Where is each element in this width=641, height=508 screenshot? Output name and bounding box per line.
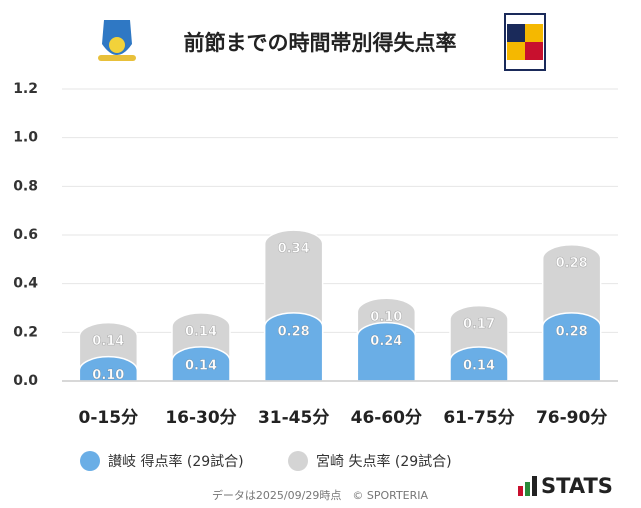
brand: STATS xyxy=(541,474,613,498)
legend-swatch xyxy=(288,451,308,471)
value-label: 0.14 xyxy=(463,358,495,373)
value-label: 0.10 xyxy=(92,368,124,383)
y-tick-label: 0.8 xyxy=(13,178,38,194)
value-label: 0.17 xyxy=(463,317,495,332)
y-tick-label: 0.2 xyxy=(13,324,38,340)
value-label: 0.28 xyxy=(556,324,588,339)
legend-swatch xyxy=(80,451,100,471)
bar xyxy=(541,312,602,382)
x-tick-label: 16-30分 xyxy=(165,408,236,428)
y-tick-label: 1.0 xyxy=(13,130,38,146)
value-label: 0.24 xyxy=(370,334,402,349)
bar xyxy=(356,321,417,382)
legend-label: 宮崎 失点率 (29試合) xyxy=(316,453,452,470)
value-label: 0.14 xyxy=(92,334,124,349)
value-label: 0.28 xyxy=(278,324,310,339)
chart-title: 前節までの時間帯別得失点率 xyxy=(184,31,457,55)
legend-label: 讃岐 得点率 (29試合) xyxy=(108,453,244,470)
value-label: 0.34 xyxy=(278,242,310,257)
value-label: 0.14 xyxy=(185,358,217,373)
value-label: 0.28 xyxy=(556,256,588,271)
x-tick-label: 46-60分 xyxy=(351,408,422,428)
bar xyxy=(78,356,139,382)
y-tick-label: 1.2 xyxy=(13,81,38,97)
footnote: データは2025/09/29時点 © SPORTERIA xyxy=(212,488,429,502)
y-tick-label: 0.0 xyxy=(13,373,38,389)
bar xyxy=(449,346,509,382)
brand-logo xyxy=(518,476,537,496)
x-tick-label: 31-45分 xyxy=(258,408,329,428)
x-tick-label: 0-15分 xyxy=(79,408,139,428)
value-label: 0.14 xyxy=(185,324,217,339)
bar xyxy=(263,312,324,382)
x-tick-label: 61-75分 xyxy=(443,408,514,428)
bar xyxy=(171,346,231,382)
y-tick-label: 0.6 xyxy=(13,227,38,243)
x-tick-label: 76-90分 xyxy=(536,408,607,428)
away-logo xyxy=(504,13,546,71)
y-tick-label: 0.4 xyxy=(13,276,38,292)
home-logo xyxy=(98,20,136,61)
value-label: 0.10 xyxy=(370,310,402,325)
